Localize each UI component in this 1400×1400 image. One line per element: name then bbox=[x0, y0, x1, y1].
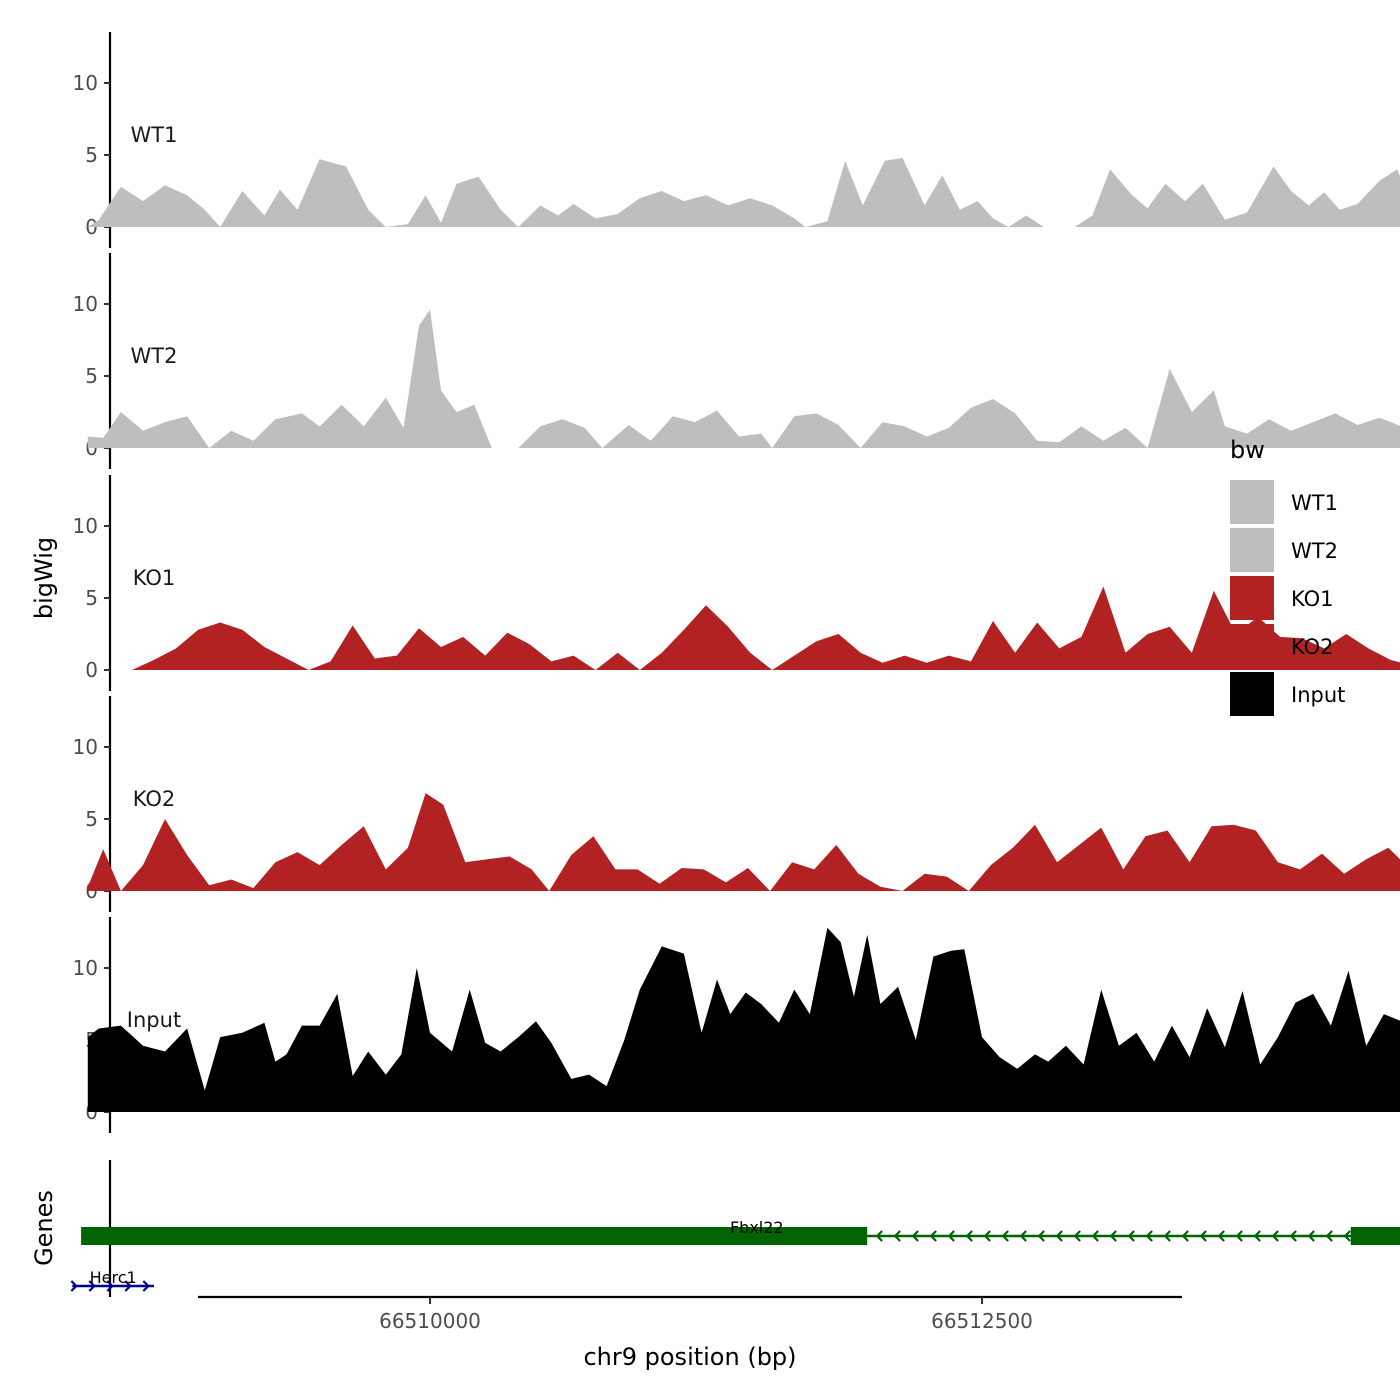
strand-chevron bbox=[1019, 1230, 1027, 1242]
track-label: KO1 bbox=[133, 566, 176, 590]
strand-chevron bbox=[983, 1230, 991, 1242]
legend-item-input: Input bbox=[1230, 672, 1345, 716]
legend-swatch bbox=[1230, 624, 1274, 668]
strand-chevron bbox=[1307, 1230, 1315, 1242]
legend: bw WT1 WT2 KO1 KO2 Input bbox=[1230, 436, 1345, 716]
area-input bbox=[87, 927, 1400, 1112]
area-wt1 bbox=[87, 157, 1400, 227]
legend-label: WT2 bbox=[1291, 539, 1338, 563]
legend-swatch bbox=[1230, 672, 1274, 716]
gene-label: Herc1 bbox=[90, 1268, 137, 1287]
y-tick-label: 10 bbox=[73, 514, 98, 538]
track-label: KO2 bbox=[133, 787, 176, 811]
y-tick-label: 5 bbox=[85, 364, 98, 388]
track-ko1: 0 5 10 KO1 bbox=[73, 475, 1400, 691]
strand-chevron bbox=[1343, 1230, 1351, 1242]
y-tick-label: 5 bbox=[85, 807, 98, 831]
strand-chevron bbox=[911, 1230, 919, 1242]
legend-swatch bbox=[1230, 528, 1274, 572]
x-axis-label: chr9 position (bp) bbox=[583, 1343, 796, 1371]
strand-chevron bbox=[1073, 1230, 1081, 1242]
strand-chevron bbox=[1055, 1230, 1063, 1242]
track-label: WT2 bbox=[131, 344, 178, 368]
legend-item-ko2: KO2 bbox=[1230, 624, 1334, 668]
strand-chevron bbox=[947, 1230, 955, 1242]
legend-title: bw bbox=[1230, 436, 1265, 464]
gene-herc1: Herc1 bbox=[70, 1268, 154, 1292]
genes-axis-label: Genes bbox=[30, 1190, 58, 1266]
legend-label: WT1 bbox=[1291, 491, 1338, 515]
strand-chevron bbox=[1271, 1230, 1279, 1242]
strand-chevron bbox=[1163, 1230, 1171, 1242]
gene-fbxl22: Fbxl22 bbox=[81, 1218, 1400, 1245]
x-tick-label: 66512500 bbox=[931, 1309, 1033, 1333]
strand-chevron bbox=[106, 1280, 114, 1292]
y-tick-label: 0 bbox=[85, 658, 98, 682]
strand-chevron bbox=[893, 1230, 901, 1242]
y-tick-label: 5 bbox=[85, 143, 98, 167]
strand-chevron bbox=[1145, 1230, 1153, 1242]
strand-chevron bbox=[965, 1230, 973, 1242]
strand-chevron bbox=[88, 1280, 96, 1292]
x-tick-label: 66510000 bbox=[379, 1309, 481, 1333]
strand-chevron bbox=[1199, 1230, 1207, 1242]
track-panels: 0510WT10510WT20510KO10510KO20510Input bbox=[73, 32, 1400, 1133]
legend-label: Input bbox=[1291, 683, 1345, 707]
strand-chevron bbox=[1253, 1230, 1261, 1242]
gene-exon bbox=[1350, 1227, 1400, 1245]
strand-chevron bbox=[1325, 1230, 1333, 1242]
y-tick-label: 5 bbox=[85, 586, 98, 610]
track-ko2: 0510KO2 bbox=[73, 696, 1400, 912]
y-tick-label: 10 bbox=[73, 956, 98, 980]
legend-item-wt2: WT2 bbox=[1230, 528, 1338, 572]
track-label: Input bbox=[127, 1008, 181, 1032]
strand-chevron bbox=[1217, 1230, 1225, 1242]
strand-chevron bbox=[1037, 1230, 1045, 1242]
x-axis: 665100006651250066515000 bbox=[198, 1295, 1182, 1333]
genes-panel: Herc1Fbxl22Usp3 bbox=[70, 1160, 1400, 1297]
y-tick-label: 10 bbox=[73, 71, 98, 95]
y-axis-label: bigWig bbox=[30, 537, 58, 619]
area-ko1 bbox=[131, 586, 1400, 670]
strand-chevron bbox=[1109, 1230, 1117, 1242]
track-input: 0510Input bbox=[73, 917, 1400, 1133]
gene-exon bbox=[81, 1227, 868, 1245]
strand-chevron bbox=[1127, 1230, 1135, 1242]
legend-item-wt1: WT1 bbox=[1230, 480, 1338, 524]
strand-chevron bbox=[1181, 1230, 1189, 1242]
y-tick-label: 10 bbox=[73, 292, 98, 316]
legend-item-ko1: KO1 bbox=[1230, 576, 1334, 620]
track-label: WT1 bbox=[131, 123, 178, 147]
area-ko2 bbox=[87, 793, 1400, 891]
strand-chevron bbox=[929, 1230, 937, 1242]
strand-chevron bbox=[1091, 1230, 1099, 1242]
track-wt1: 0510WT1 bbox=[73, 32, 1400, 248]
strand-chevron bbox=[1289, 1230, 1297, 1242]
strand-chevron bbox=[1235, 1230, 1243, 1242]
gene-label: Fbxl22 bbox=[730, 1218, 784, 1237]
y-tick-label: 10 bbox=[73, 735, 98, 759]
legend-swatch bbox=[1230, 480, 1274, 524]
area-wt2 bbox=[87, 309, 1400, 448]
track-wt2: 0510WT2 bbox=[73, 253, 1400, 469]
legend-label: KO2 bbox=[1291, 635, 1334, 659]
strand-chevron bbox=[70, 1280, 78, 1292]
legend-swatch bbox=[1230, 576, 1274, 620]
strand-chevron bbox=[124, 1280, 132, 1292]
legend-label: KO1 bbox=[1291, 587, 1334, 611]
strand-chevron bbox=[1001, 1230, 1009, 1242]
strand-chevron bbox=[875, 1230, 883, 1242]
strand-chevron bbox=[142, 1280, 150, 1292]
